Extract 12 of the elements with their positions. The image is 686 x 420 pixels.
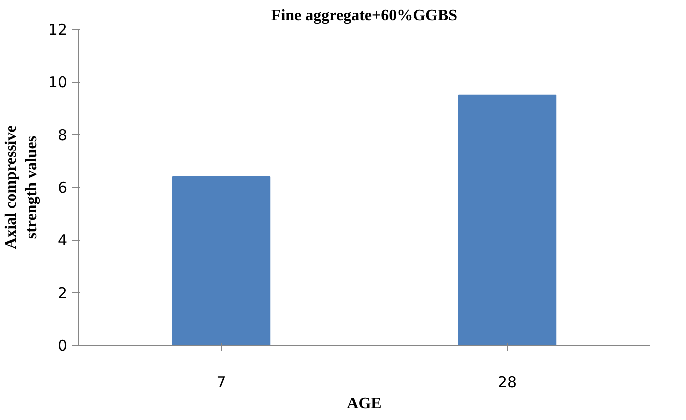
y-tick-label: 0 xyxy=(58,337,68,355)
y-tick-label: 10 xyxy=(48,74,68,92)
x-tick-label: 28 xyxy=(498,374,518,392)
y-tick-label: 12 xyxy=(48,21,68,39)
y-tick-label: 2 xyxy=(58,284,68,302)
x-axis-title: AGE xyxy=(347,396,382,412)
y-tick-label: 8 xyxy=(58,126,68,144)
chart-title: Fine aggregate+60%GGBS xyxy=(271,8,458,24)
y-tick-label: 6 xyxy=(58,179,68,197)
y-axis-title: Axial compressive strength values xyxy=(3,126,40,250)
y-tick-label: 4 xyxy=(58,232,68,250)
x-tick-label: 7 xyxy=(216,374,226,392)
